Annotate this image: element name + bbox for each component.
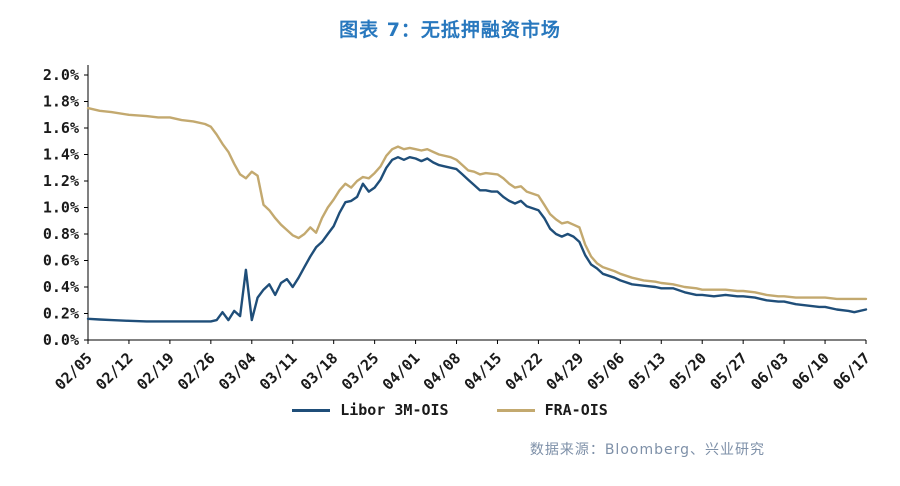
x-tick-label: 03/04: [215, 349, 260, 394]
x-tick-label: 03/18: [297, 349, 342, 394]
x-tick-label: 05/06: [583, 349, 628, 394]
y-tick-label: 0.0%: [43, 331, 79, 349]
libor-line-swatch: [292, 408, 331, 412]
x-tick-label: 04/15: [461, 349, 506, 394]
legend-label-fra: FRA-OIS: [544, 401, 608, 419]
x-tick-label: 04/08: [420, 349, 465, 394]
x-tick-label: 03/11: [256, 349, 301, 394]
x-tick-label: 06/17: [829, 349, 874, 394]
y-tick-label: 0.8%: [43, 225, 79, 243]
y-tick-label: 0.6%: [43, 252, 79, 270]
legend-item-libor: Libor 3M-OIS: [292, 401, 449, 419]
legend-label-libor: Libor 3M-OIS: [340, 401, 449, 419]
series-line-libor-3m-ois: [86, 155, 868, 323]
x-tick-label: 04/22: [502, 349, 547, 394]
y-tick-label: 1.2%: [43, 172, 79, 190]
y-tick-label: 0.2%: [43, 305, 79, 323]
x-tick-label: 05/13: [624, 349, 669, 394]
x-tick-label: 02/19: [133, 349, 178, 394]
x-tick-label: 02/26: [174, 349, 219, 394]
y-tick-label: 1.8%: [43, 93, 79, 111]
x-tick-label: 03/25: [338, 349, 383, 394]
y-tick-label: 0.4%: [43, 278, 79, 296]
chart-canvas: 0.0% 0.2% 0.4% 0.6% 0.8% 1.0% 1.2% 1.4% 1.6% 1.8%…: [43, 65, 874, 394]
y-tick-label: 1.6%: [43, 119, 79, 137]
source-note: 数据来源：Bloomberg、兴业研究: [529, 442, 765, 458]
x-tick-label: 04/01: [379, 349, 424, 394]
y-tick-label: 1.0%: [43, 199, 79, 217]
legend-item-fra: FRA-OIS: [496, 401, 608, 419]
x-tick-label: 02/05: [51, 349, 96, 394]
chart-title: 图表 7：无抵押融资市场: [339, 19, 561, 41]
y-tick-label: 1.4%: [43, 146, 79, 164]
x-tick-label: 05/20: [665, 349, 710, 394]
x-tick-label: 04/29: [543, 349, 588, 394]
fra-line-swatch: [496, 408, 535, 412]
x-tick-label: 06/03: [747, 349, 792, 394]
series-line-fra-ois: [86, 106, 868, 301]
x-tick-label: 06/10: [788, 349, 833, 394]
chart-legend: Libor 3M-OIS FRA-OIS: [0, 397, 900, 423]
x-tick-label: 05/27: [706, 349, 751, 394]
y-tick-label: 2.0%: [43, 66, 79, 84]
x-tick-label: 02/12: [92, 349, 137, 394]
